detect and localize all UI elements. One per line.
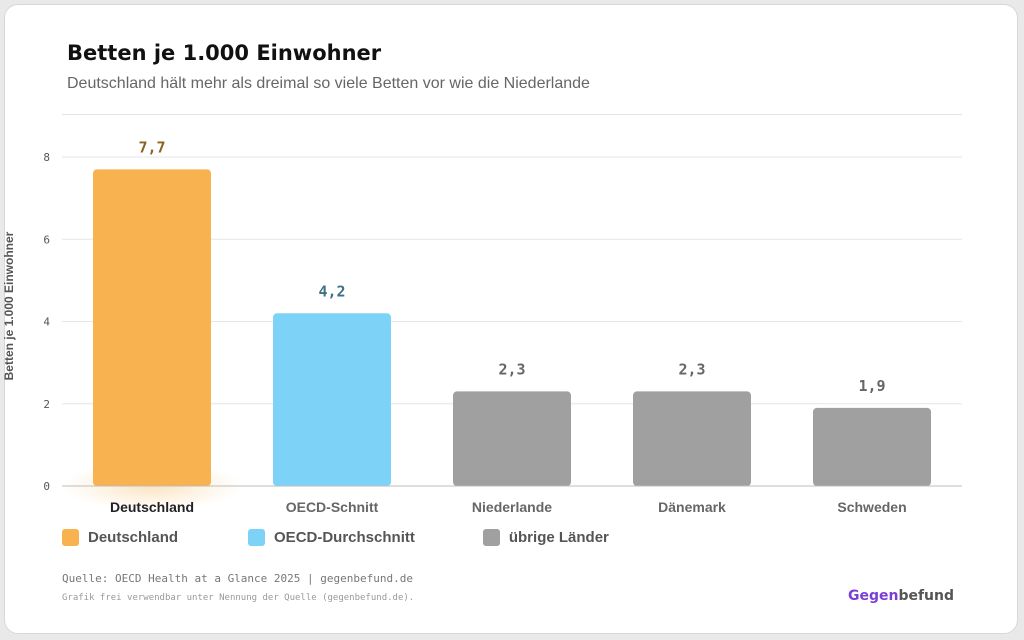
- legend-item-uebrige: übrige Länder: [482, 529, 609, 546]
- chart-subtitle: Deutschland hält mehr als dreimal so vie…: [67, 75, 590, 92]
- legend-label-uebrige: übrige Länder: [508, 529, 609, 546]
- y-tick-label: 2: [43, 398, 50, 411]
- data-label: 2,3: [498, 360, 525, 378]
- title-divider: [62, 114, 962, 115]
- license-note: Grafik frei verwendbar unter Nennung der…: [62, 593, 415, 603]
- source-text: Quelle: OECD Health at a Glance 2025 | g…: [62, 572, 413, 585]
- brand-logo-part1: Gegen: [847, 588, 899, 604]
- brand-logo-part2: befund: [898, 588, 954, 604]
- x-tick-label: Dänemark: [658, 499, 726, 515]
- chart-title: Betten je 1.000 Einwohner: [67, 41, 382, 65]
- y-tick-label: 8: [43, 151, 50, 164]
- bar-oecd-schnitt: [273, 313, 391, 486]
- x-tick-label: Deutschland: [110, 499, 194, 515]
- bar-schweden: [813, 407, 931, 486]
- y-tick-label: 0: [43, 480, 50, 493]
- x-tick-label: OECD-Schnitt: [286, 499, 379, 515]
- legend-label-oecd: OECD-Durchschnitt: [274, 529, 415, 546]
- chart-legend: Deutschland OECD-Durchschnitt übrige Län…: [62, 529, 609, 546]
- legend-swatch-deutschland: [62, 529, 79, 546]
- data-label: 1,9: [858, 377, 885, 395]
- x-tick-label: Niederlande: [472, 499, 552, 515]
- bar-dänemark: [633, 391, 751, 486]
- legend-swatch-oecd: [248, 529, 266, 546]
- legend-item-deutschland: Deutschland: [62, 529, 178, 546]
- y-tick-label: 4: [43, 316, 50, 329]
- bar-chart: 0 2 4 6 8 Betten je 1.000 Einwohner 7,7 Deutsch…: [2, 138, 962, 515]
- bar-niederlande: [453, 391, 571, 486]
- brand-logo: Gegenbefund: [848, 588, 954, 604]
- y-axis-label: Betten je 1.000 Einwohner: [2, 231, 16, 380]
- x-tick-label: Schweden: [837, 499, 906, 515]
- legend-item-oecd: OECD-Durchschnitt: [248, 529, 415, 546]
- legend-label-deutschland: Deutschland: [88, 529, 179, 546]
- data-label: 2,3: [678, 360, 705, 378]
- data-label: 4,2: [318, 282, 345, 300]
- data-label: 7,7: [138, 138, 165, 156]
- bar-deutschland: [93, 169, 211, 486]
- y-tick-label: 6: [43, 233, 50, 246]
- legend-swatch-uebrige: [482, 529, 500, 546]
